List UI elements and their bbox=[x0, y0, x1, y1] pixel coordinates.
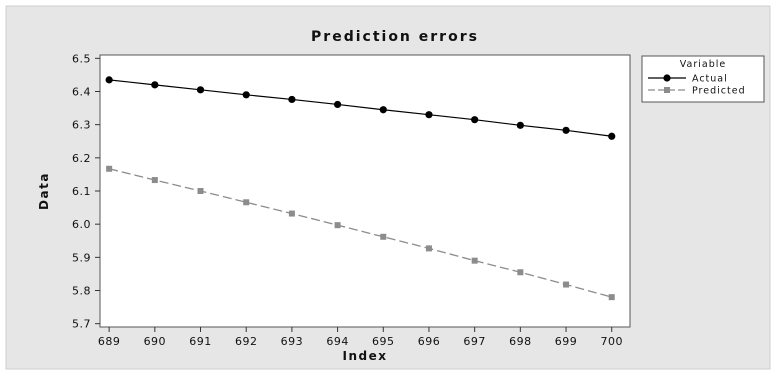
legend-title: Variable bbox=[680, 59, 726, 70]
legend-marker-predicted bbox=[664, 87, 670, 93]
legend-marker-actual bbox=[663, 74, 671, 82]
y-tick-label: 6.3 bbox=[72, 119, 91, 132]
data-point-actual bbox=[288, 95, 296, 104]
y-tick-label: 6.0 bbox=[72, 218, 91, 231]
legend-label-predicted: Predicted bbox=[692, 86, 746, 97]
data-point-actual bbox=[425, 111, 433, 119]
x-tick-label: 689 bbox=[98, 335, 121, 348]
legend-box bbox=[641, 55, 765, 103]
x-tick-label: 697 bbox=[463, 335, 486, 348]
data-point-actual bbox=[151, 81, 159, 89]
y-tick-label: 6.2 bbox=[72, 152, 91, 165]
y-tick-label: 6.4 bbox=[72, 85, 91, 98]
y-tick-label: 6.5 bbox=[72, 52, 91, 65]
data-point-predicted bbox=[517, 269, 524, 276]
data-point-predicted bbox=[563, 281, 570, 288]
data-point-predicted bbox=[380, 233, 387, 240]
data-point-predicted bbox=[288, 210, 295, 217]
x-axis-label: Index bbox=[343, 349, 388, 363]
data-point-predicted bbox=[334, 222, 341, 229]
plot-area bbox=[99, 54, 631, 328]
data-point-actual bbox=[242, 91, 250, 99]
x-tick-label: 700 bbox=[600, 335, 623, 348]
y-tick-label: 6.1 bbox=[72, 185, 91, 198]
data-point-predicted bbox=[425, 245, 432, 252]
x-tick-label: 694 bbox=[326, 335, 349, 348]
legend-label-actual: Actual bbox=[692, 74, 728, 85]
data-point-predicted bbox=[243, 199, 250, 206]
y-tick-label: 5.7 bbox=[72, 318, 91, 331]
x-tick-label: 695 bbox=[372, 335, 395, 348]
x-tick-label: 698 bbox=[509, 335, 532, 348]
x-tick-label: 691 bbox=[189, 335, 212, 348]
data-point-actual bbox=[608, 132, 616, 140]
series-line-actual bbox=[109, 79, 612, 137]
y-tick-label: 5.9 bbox=[72, 251, 91, 264]
y-axis: 5.7 5.8 5.9 6.0 6.1 6.2 6.3 6.4 6.5 bbox=[72, 52, 100, 331]
y-axis-label: Data bbox=[37, 172, 51, 210]
data-point-predicted bbox=[471, 257, 478, 264]
data-point-actual bbox=[471, 116, 479, 124]
x-tick-label: 696 bbox=[418, 335, 441, 348]
data-point-actual bbox=[379, 106, 387, 114]
chart-title: Prediction errors bbox=[311, 29, 479, 45]
data-point-predicted bbox=[106, 165, 113, 172]
series-layer bbox=[105, 76, 616, 301]
data-point-actual bbox=[562, 126, 570, 134]
x-tick-label: 699 bbox=[555, 335, 578, 348]
x-tick-label: 690 bbox=[144, 335, 167, 348]
x-axis: 689 690 691 692 693 694 695 696 697 698 699 700 bbox=[98, 327, 623, 348]
x-tick-label: 692 bbox=[235, 335, 258, 348]
data-point-actual bbox=[105, 76, 113, 84]
data-point-predicted bbox=[608, 294, 615, 301]
data-point-predicted bbox=[151, 177, 158, 184]
series-line-predicted bbox=[108, 168, 612, 298]
x-tick-label: 693 bbox=[281, 335, 304, 348]
data-point-actual bbox=[333, 100, 342, 109]
data-point-actual bbox=[516, 121, 524, 129]
y-tick-label: 5.8 bbox=[72, 285, 91, 298]
data-point-predicted bbox=[197, 188, 204, 194]
data-point-actual bbox=[196, 86, 205, 94]
